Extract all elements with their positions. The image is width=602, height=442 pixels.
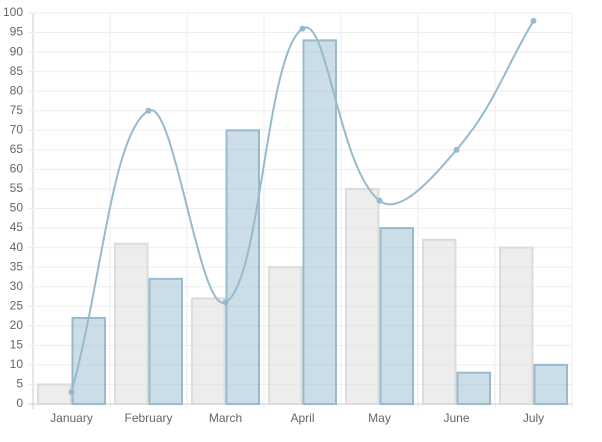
y-tick-label: 45 [10,220,24,234]
line-point [376,197,383,204]
x-tick-label: April [290,411,314,425]
y-tick-label: 5 [16,377,23,391]
bar [456,371,491,406]
y-tick-label: 35 [10,259,24,273]
x-tick-label: March [209,411,242,425]
line-point [530,17,537,24]
bar [71,316,106,406]
line [70,20,535,393]
x-tick-label: May [368,411,391,425]
bar [225,129,260,406]
y-tick-label: 10 [10,357,24,371]
y-tick-label: 15 [10,338,24,352]
bar [533,363,568,405]
y-tick-label: 25 [10,298,24,312]
x-tick-label: July [523,411,544,425]
y-tick-label: 40 [10,240,24,254]
line-point [222,299,229,306]
y-tick-label: 55 [10,181,24,195]
y-tick-label: 75 [10,103,24,117]
x-tick-label: June [443,411,469,425]
y-tick-label: 30 [10,279,24,293]
y-tick-label: 85 [10,64,24,78]
line-point [299,25,306,32]
y-tick-label: 60 [10,162,24,176]
bar [422,238,457,405]
bar [114,242,149,405]
y-tick-label: 20 [10,318,24,332]
y-tick-label: 90 [10,44,24,58]
y-tick-label: 95 [10,25,24,39]
y-tick-label: 80 [10,83,24,97]
x-tick-label: February [124,411,172,425]
bar [37,383,72,406]
bar [302,39,337,406]
y-tick-label: 0 [16,396,23,410]
bar [268,266,303,405]
x-tick-label: January [50,411,93,425]
bar [345,187,380,405]
line-point [145,107,152,114]
line-point [453,146,460,153]
line-point [68,389,75,396]
y-tick-label: 70 [10,122,24,136]
bar [379,227,414,405]
bar [191,297,226,405]
bar [499,246,534,405]
bar [148,277,183,406]
y-tick-label: 65 [10,142,24,156]
y-tick-label: 50 [10,201,24,215]
y-tick-label: 100 [3,5,23,19]
